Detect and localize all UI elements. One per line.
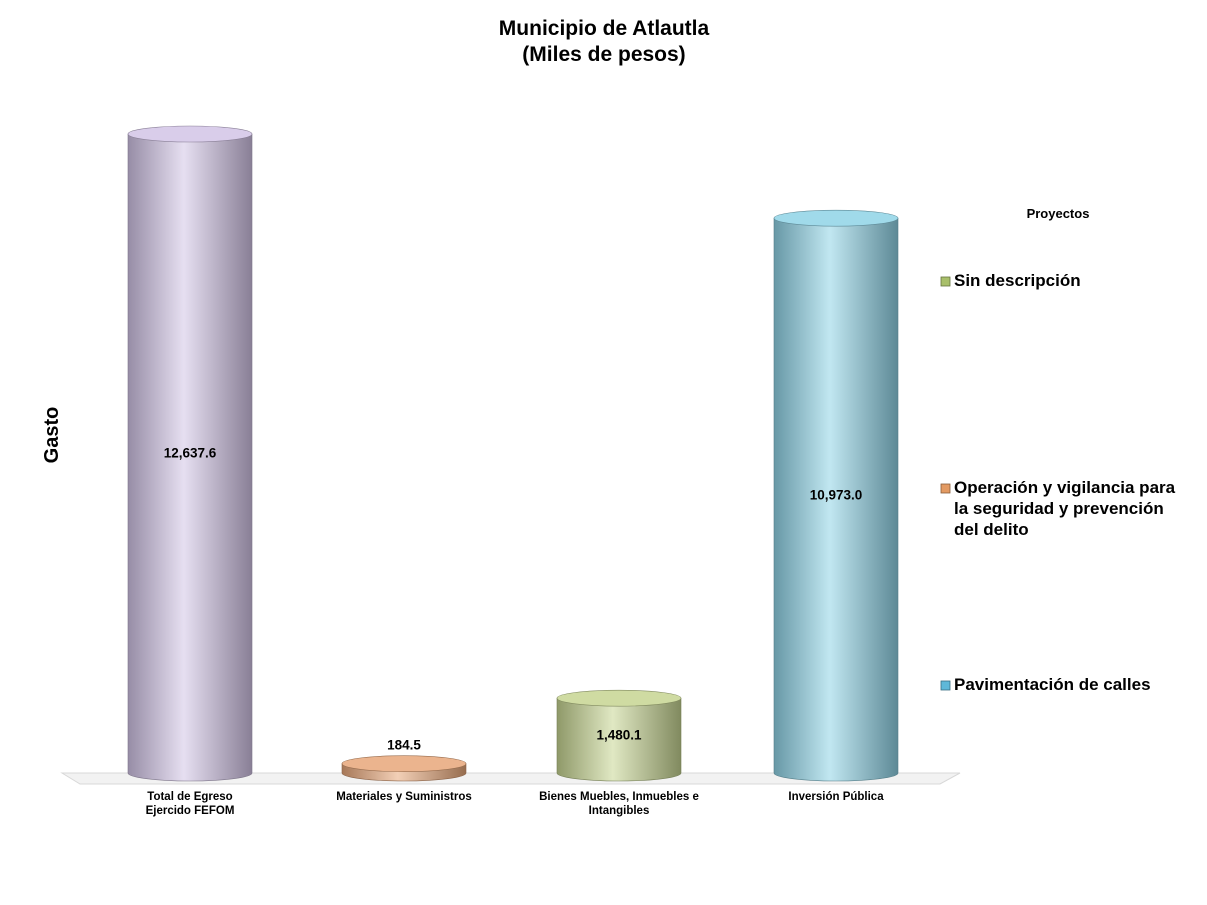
legend-title: Proyectos xyxy=(1027,206,1090,221)
legend-label: Pavimentación de calles xyxy=(954,675,1151,694)
legend-item-2: Operación y vigilancia para la seguridad … xyxy=(940,478,1176,539)
legend-swatch xyxy=(940,483,951,494)
legend: Proyectos Sin descripción Operación y vig… xyxy=(940,206,1176,694)
bars-group: 12,637.6 184.5 1,480.1 10,973.0 xyxy=(127,125,899,782)
category-label-1: Total de Egreso Ejercido FEFOM xyxy=(146,791,235,817)
category-label-2: Materiales y Suministros xyxy=(336,791,472,803)
legend-label: Sin descripción xyxy=(954,271,1081,290)
legend-label: Operación y vigilancia para la seguridad … xyxy=(954,478,1176,539)
legend-swatch xyxy=(940,680,951,691)
chart-title: Municipio de Atlautla (Miles de pesos) xyxy=(499,17,710,66)
bar-top xyxy=(341,755,467,772)
legend-swatch xyxy=(940,276,951,287)
category-labels: Total de Egreso Ejercido FEFOM Materiales … xyxy=(146,791,885,817)
legend-item-3: Pavimentación de calles xyxy=(940,675,1151,694)
bar-2: 184.5 xyxy=(341,738,467,782)
chart-title-line-1: Municipio de Atlautla xyxy=(499,17,710,40)
bar-top xyxy=(127,125,253,143)
category-label-4: Inversión Pública xyxy=(788,791,884,803)
data-label: 1,480.1 xyxy=(596,728,642,743)
data-label: 184.5 xyxy=(387,738,421,753)
bar-body xyxy=(773,217,899,782)
bar-top xyxy=(556,689,682,707)
bar-4: 10,973.0 xyxy=(773,209,899,782)
data-label: 10,973.0 xyxy=(810,488,863,503)
bar-body xyxy=(127,133,253,782)
chart-title-line-2: (Miles de pesos) xyxy=(522,43,685,66)
bar-top xyxy=(773,209,899,227)
bar-3: 1,480.1 xyxy=(556,689,682,782)
bar-1: 12,637.6 xyxy=(127,125,253,782)
bar-body xyxy=(556,697,682,782)
data-label: 12,637.6 xyxy=(164,446,217,461)
legend-item-1: Sin descripción xyxy=(940,271,1081,290)
category-label-3: Bienes Muebles, Inmuebles e Intangibles xyxy=(539,791,699,817)
y-axis-label: Gasto xyxy=(41,407,63,464)
